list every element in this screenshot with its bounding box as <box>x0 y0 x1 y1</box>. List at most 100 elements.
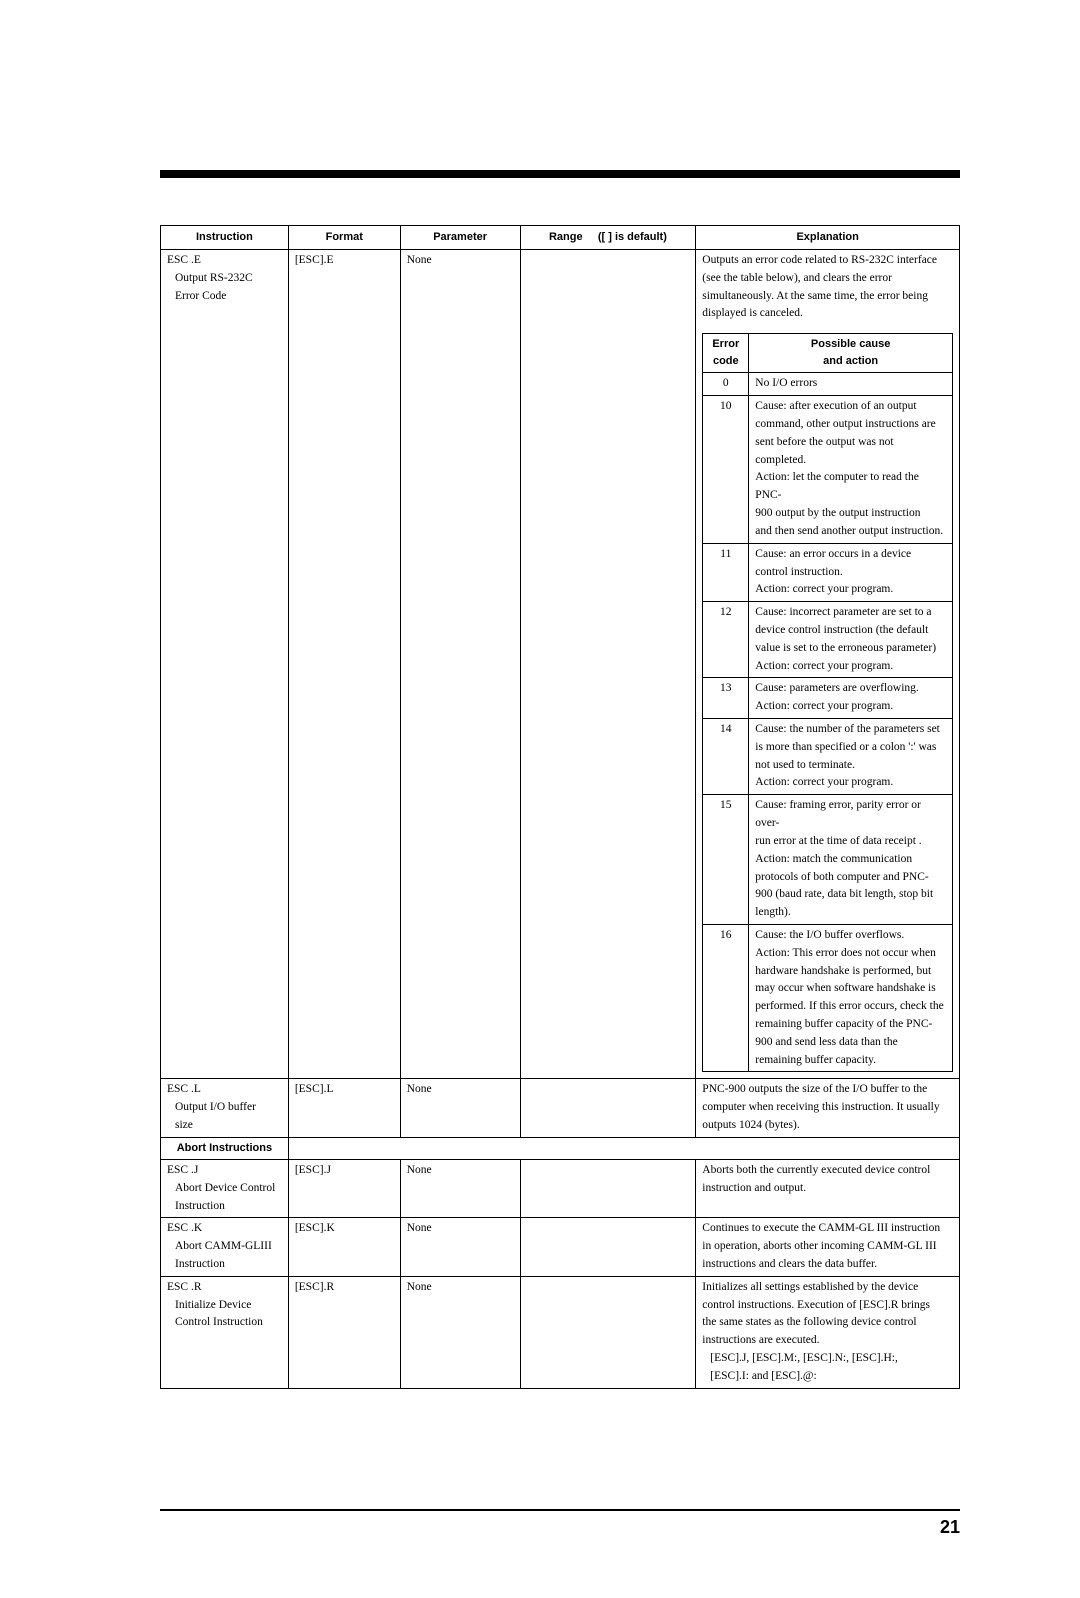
cell-format: [ESC].J <box>288 1159 400 1217</box>
instr-desc: Initialize Device <box>167 1297 282 1315</box>
instr-desc: Output RS-232C <box>167 270 282 288</box>
page-number: 21 <box>940 1517 960 1537</box>
cell-param: None <box>400 1159 520 1217</box>
col-range: Range ([ ] is default) <box>520 226 696 250</box>
instr-code: ESC .L <box>167 1081 282 1099</box>
err-text: Cause: after execution of an output comm… <box>749 396 953 544</box>
expl-line: Aborts both the currently executed devic… <box>702 1162 953 1180</box>
err-code: 10 <box>703 396 749 544</box>
expl-line: displayed is canceled. <box>702 305 953 323</box>
err-line: Action: match the communication <box>755 851 946 869</box>
instr-desc: Instruction <box>167 1198 282 1216</box>
err-code: 14 <box>703 719 749 795</box>
err-line: Cause: incorrect parameter are set to a <box>755 604 946 622</box>
err-line: value is set to the erroneous parameter) <box>755 640 946 658</box>
expl-line: Continues to execute the CAMM-GL III ins… <box>702 1220 953 1238</box>
err-col-cause-l2: and action <box>755 353 946 370</box>
err-row: 13 Cause: parameters are overflowing. Ac… <box>703 678 953 719</box>
err-line: Cause: framing error, parity error or ov… <box>755 797 946 833</box>
cell-instr: ESC .L Output I/O buffer size <box>161 1079 289 1137</box>
expl-line: [ESC].I: and [ESC].@: <box>702 1368 953 1386</box>
err-text: Cause: an error occurs in a device contr… <box>749 543 953 601</box>
err-code: 0 <box>703 373 749 396</box>
err-line: performed. If this error occurs, check t… <box>755 998 946 1016</box>
row-esc-j: ESC .J Abort Device Control Instruction … <box>161 1159 960 1217</box>
err-code: 16 <box>703 924 749 1072</box>
err-code: 15 <box>703 795 749 925</box>
instr-code: ESC .E <box>167 252 282 270</box>
cell-expl: PNC-900 outputs the size of the I/O buff… <box>696 1079 960 1137</box>
instr-desc: Instruction <box>167 1256 282 1274</box>
err-col-cause: Possible cause and action <box>749 334 953 373</box>
expl-line: the same states as the following device … <box>702 1314 953 1332</box>
instr-code: ESC .J <box>167 1162 282 1180</box>
cell-range <box>520 1159 696 1217</box>
err-line: is more than specified or a colon ':' wa… <box>755 739 946 757</box>
cell-range <box>520 1276 696 1388</box>
section-abort: Abort Instructions <box>161 1137 960 1159</box>
err-code: 12 <box>703 602 749 678</box>
section-title: Abort Instructions <box>161 1137 289 1159</box>
col-format: Format <box>288 226 400 250</box>
err-row: 0 No I/O errors <box>703 373 953 396</box>
instruction-table: Instruction Format Parameter Range ([ ] … <box>160 225 960 1389</box>
err-line: not used to terminate. <box>755 757 946 775</box>
cell-range <box>520 250 696 1079</box>
err-col-cause-l1: Possible cause <box>755 336 946 353</box>
err-line: and then send another output instruction… <box>755 523 946 541</box>
row-esc-r: ESC .R Initialize Device Control Instruc… <box>161 1276 960 1388</box>
cell-format: [ESC].L <box>288 1079 400 1137</box>
instr-desc: size <box>167 1117 282 1135</box>
expl-line: Outputs an error code related to RS-232C… <box>702 252 953 270</box>
content: Instruction Format Parameter Range ([ ] … <box>160 225 960 1389</box>
instr-desc: Abort CAMM-GLIII <box>167 1238 282 1256</box>
err-line: Cause: an error occurs in a device <box>755 546 946 564</box>
top-rule <box>160 170 960 178</box>
row-esc-e: ESC .E Output RS-232C Error Code [ESC].E… <box>161 250 960 1079</box>
expl-line: PNC-900 outputs the size of the I/O buff… <box>702 1081 953 1099</box>
expl-line: (see the table below), and clears the er… <box>702 270 953 288</box>
cell-range <box>520 1079 696 1137</box>
expl-line: outputs 1024 (bytes). <box>702 1117 953 1135</box>
err-code: 11 <box>703 543 749 601</box>
err-line: Action: correct your program. <box>755 774 946 792</box>
err-col-code-l1: Error <box>709 336 742 353</box>
err-text: Cause: incorrect parameter are set to a … <box>749 602 953 678</box>
cell-expl: Aborts both the currently executed devic… <box>696 1159 960 1217</box>
col-parameter: Parameter <box>400 226 520 250</box>
expl-line: in operation, aborts other incoming CAMM… <box>702 1238 953 1256</box>
err-col-code: Error code <box>703 334 749 373</box>
err-text: Cause: the I/O buffer overflows. Action:… <box>749 924 953 1072</box>
cell-param: None <box>400 1276 520 1388</box>
expl-line: instruction and output. <box>702 1180 953 1198</box>
expl-line: [ESC].J, [ESC].M:, [ESC].N:, [ESC].H:, <box>702 1350 953 1368</box>
err-line: Action: This error does not occur when <box>755 945 946 963</box>
cell-instr: ESC .J Abort Device Control Instruction <box>161 1159 289 1217</box>
err-line: Action: let the computer to read the PNC… <box>755 469 946 505</box>
col-explanation: Explanation <box>696 226 960 250</box>
err-line: Cause: the I/O buffer overflows. <box>755 927 946 945</box>
err-text: Cause: framing error, parity error or ov… <box>749 795 953 925</box>
err-line: may occur when software handshake is <box>755 980 946 998</box>
err-line: command, other output instructions are <box>755 416 946 434</box>
expl-line: instructions and clears the data buffer. <box>702 1256 953 1274</box>
err-line: sent before the output was not completed… <box>755 434 946 470</box>
err-line: No I/O errors <box>755 375 946 393</box>
cell-param: None <box>400 1218 520 1276</box>
expl-line: Initializes all settings established by … <box>702 1279 953 1297</box>
cell-param: None <box>400 1079 520 1137</box>
error-code-table: Error code Possible cause and action <box>702 333 953 1072</box>
instr-desc: Control Instruction <box>167 1314 282 1332</box>
err-line: run error at the time of data receipt . <box>755 833 946 851</box>
err-line: 900 and send less data than the <box>755 1034 946 1052</box>
err-line: protocols of both computer and PNC- <box>755 869 946 887</box>
err-text: Cause: parameters are overflowing. Actio… <box>749 678 953 719</box>
instr-code: ESC .K <box>167 1220 282 1238</box>
footer: 21 <box>160 1509 960 1538</box>
err-line: Action: correct your program. <box>755 658 946 676</box>
cell-expl: Continues to execute the CAMM-GL III ins… <box>696 1218 960 1276</box>
err-line: Cause: the number of the parameters set <box>755 721 946 739</box>
err-line: device control instruction (the default <box>755 622 946 640</box>
instr-code: ESC .R <box>167 1279 282 1297</box>
cell-param: None <box>400 250 520 1079</box>
